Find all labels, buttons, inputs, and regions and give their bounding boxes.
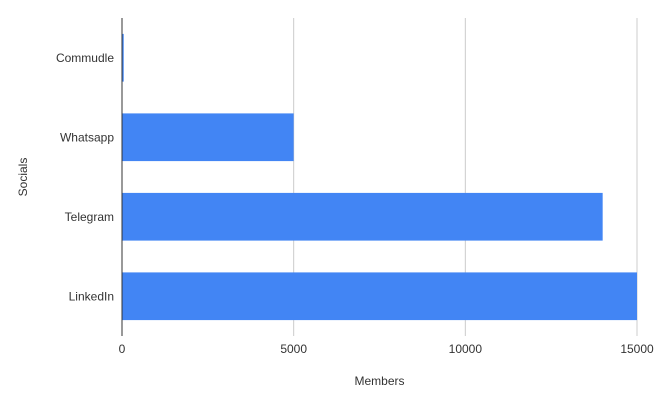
x-tick-labels: 0 5000 10000 15000 bbox=[119, 342, 654, 356]
category-labels: Commudle Whatsapp Telegram LinkedIn bbox=[56, 51, 114, 304]
category-label: Whatsapp bbox=[60, 130, 114, 144]
bar-whatsapp bbox=[122, 113, 294, 162]
x-tick-label: 10000 bbox=[449, 342, 483, 356]
x-tick-label: 5000 bbox=[280, 342, 307, 356]
category-label: Telegram bbox=[65, 210, 114, 224]
category-label: Commudle bbox=[56, 51, 114, 65]
bars bbox=[122, 33, 637, 321]
y-axis-title: Socials bbox=[16, 158, 30, 197]
x-tick-label: 15000 bbox=[620, 342, 654, 356]
bar-commudle bbox=[122, 33, 124, 82]
category-label: LinkedIn bbox=[69, 289, 114, 303]
x-axis-title: Members bbox=[354, 374, 404, 388]
bar-telegram bbox=[122, 192, 603, 241]
x-tick-label: 0 bbox=[119, 342, 126, 356]
bar-linkedin bbox=[122, 272, 637, 321]
